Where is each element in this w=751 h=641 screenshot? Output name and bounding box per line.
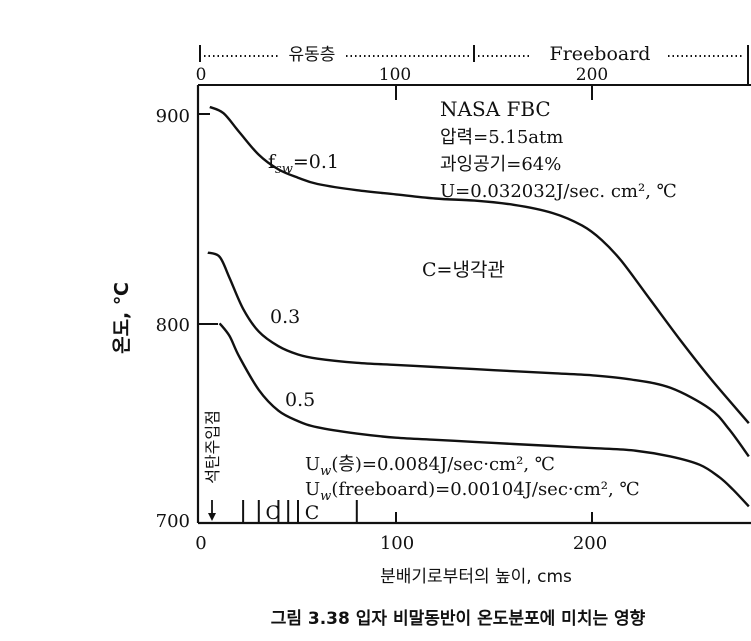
coal-feed-marker: 석탄주입점 [203, 410, 222, 521]
top-x-tick-label: 100 [379, 65, 411, 85]
top-x-tick-label: 0 [196, 65, 207, 85]
top-x-axis: 0 100 200 [196, 65, 751, 100]
info-line-nasa-fbc: NASA FBC [440, 97, 551, 121]
series-line-fsw-0-5 [218, 322, 750, 508]
top-x-tick-label: 200 [576, 65, 608, 85]
top-zone-bed-label: 유동층 [289, 45, 336, 65]
coal-feed-label: 석탄주입점 [203, 410, 222, 484]
x-axis-label: 분배기로부터의 높이, cms [380, 567, 572, 587]
x-tick-label-0: 0 [195, 533, 206, 554]
cooling-tube-note: C=냉각관 [422, 259, 505, 281]
series-label-fsw-0-1: fsw=0.1 [268, 151, 339, 177]
series-label-fsw-0-3: 0.3 [270, 306, 300, 328]
uw-freeboard-annotation: Uw(freeboard)=0.00104J/sec·cm², ℃ [305, 479, 640, 504]
cooling-tube-label: C [266, 502, 281, 524]
cooling-tube-label: C [305, 502, 320, 524]
figure-caption: 그림 3.38 입자 비말동반이 온도분포에 미치는 영향 [271, 608, 646, 629]
x-tick-label-100: 100 [380, 533, 414, 554]
coal-feed-arrow-head [208, 513, 216, 521]
info-line-excess-air: 과잉공기=64% [440, 154, 561, 175]
x-tick-label-200: 200 [573, 533, 607, 554]
x-axis: 0 100 200 분배기로부터의 높이, cms [195, 512, 751, 587]
y-tick-label-900: 900 [156, 106, 190, 127]
uw-bed-annotation: Uw(층)=0.0084J/sec·cm², ℃ [305, 454, 555, 479]
info-line-heat-transfer-u: U=0.032032J/sec. cm², ℃ [440, 181, 677, 202]
info-line-pressure: 압력=5.15atm [440, 127, 563, 148]
series-line-fsw-0-1 [209, 105, 750, 424]
y-axis: 900 800 700 온도, ℃ [111, 85, 218, 532]
series-lines [207, 105, 750, 508]
series-labels: fsw=0.1 0.3 0.5 [268, 151, 339, 411]
y-axis-label: 온도, ℃ [111, 282, 133, 354]
series-label-fsw-0-5: 0.5 [285, 389, 315, 411]
series-line-fsw-0-3 [207, 251, 750, 458]
top-zone-freeboard-label: Freeboard [550, 43, 651, 65]
uw-annotations: Uw(층)=0.0084J/sec·cm², ℃ Uw(freeboard)=0… [305, 454, 640, 504]
info-block: NASA FBC 압력=5.15atm 과잉공기=64% U=0.032032J… [422, 97, 677, 281]
y-tick-label-800: 800 [156, 315, 190, 336]
y-tick-label-700: 700 [156, 511, 190, 532]
top-zone-bar: 유동층 Freeboard [199, 43, 749, 85]
